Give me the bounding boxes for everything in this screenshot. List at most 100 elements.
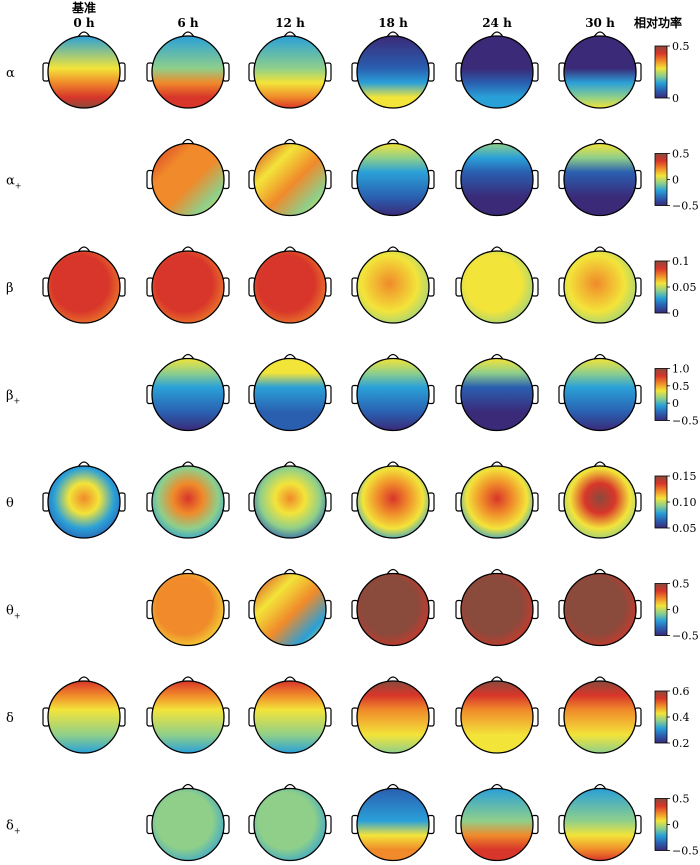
colorbar: 0.50 (654, 40, 690, 105)
scalp-field (460, 465, 534, 539)
topo-head-map (455, 783, 539, 862)
topo-head-map (455, 31, 539, 109)
band-row-2: β 0.1 0.05 0 (6, 246, 697, 324)
topo-head-map (146, 783, 230, 862)
colorbar-scale (654, 260, 668, 314)
topo-head-map (558, 31, 642, 109)
scalp-field (151, 787, 225, 862)
topo-head-map (558, 676, 642, 754)
band-row-1: α+ 0.5 0 −0.5 (6, 138, 699, 217)
topo-head-map (248, 783, 332, 862)
scalp-field (253, 357, 327, 432)
column-header-2: 12 h (275, 16, 305, 30)
topo-head-map (455, 676, 539, 754)
scalp-field (563, 680, 637, 754)
colorbar-tick-label: 0.5 (672, 40, 690, 53)
colorbar-tick-label: 0.05 (672, 281, 697, 294)
colorbar-tick-label: 0.5 (672, 380, 690, 393)
topo-head-map (248, 246, 332, 324)
topo-head-map (248, 31, 332, 109)
colorbar: 0.5 0 −0.5 (654, 793, 699, 858)
scalp-field (47, 465, 121, 539)
scalp-field (563, 142, 637, 217)
colorbar-tick-label: 0.5 (672, 148, 690, 161)
colorbar-tick-label: 0.1 (672, 255, 690, 268)
topo-head-map (146, 461, 230, 539)
scalp-field (151, 35, 225, 109)
topo-head-map (351, 138, 435, 217)
scalp-field (460, 357, 534, 432)
scalp-field (253, 572, 327, 647)
colorbar-scale (654, 153, 668, 206)
scalp-field (253, 142, 327, 217)
scalp-field (460, 142, 534, 217)
scalp-field (47, 680, 121, 754)
colorbar-tick-label: −0.5 (672, 845, 699, 858)
topo-head-map (558, 783, 642, 862)
colorbar-tick-label: 0 (672, 307, 679, 320)
colorbar-tick-label: 0.5 (672, 793, 690, 806)
colorbar-tick-label: 0.2 (672, 737, 690, 750)
colorbar-tick-label: 0 (672, 174, 679, 187)
scalp-field (356, 787, 430, 862)
scalp-field (151, 142, 225, 217)
band-subscript: + (14, 827, 21, 836)
scalp-field (151, 572, 225, 647)
band-label: α+ (6, 174, 21, 191)
topo-head-map (351, 31, 435, 109)
band-row-3: β+ 1.0 0.5 0 −0.5 (6, 353, 699, 432)
scalp-field (356, 35, 430, 109)
topo-head-map (558, 568, 642, 647)
band-label: θ+ (6, 604, 21, 621)
scalp-field (563, 787, 637, 862)
colorbar-tick-label: 0.5 (672, 578, 690, 591)
band-label: α (6, 66, 15, 81)
colorbar-tick-label: −0.5 (672, 630, 699, 643)
topo-head-map (248, 353, 332, 432)
topo-head-map (146, 138, 230, 217)
colorbar-scale (654, 475, 668, 529)
colorbar-scale (654, 583, 668, 636)
topo-head-map (351, 676, 435, 754)
scalp-field (563, 250, 637, 324)
colorbar-title: 相对功率 (634, 15, 682, 30)
topo-head-map (248, 568, 332, 647)
scalp-field (47, 35, 121, 109)
band-label: δ (6, 711, 14, 726)
scalp-field (151, 465, 225, 539)
band-subscript: + (15, 182, 22, 191)
band-row-0: α 0.50 (6, 31, 690, 109)
colorbar: 1.0 0.5 0 −0.5 (654, 363, 699, 428)
column-header-3: 18 h (378, 16, 408, 30)
scalp-field (253, 35, 327, 109)
scalp-field (563, 465, 637, 539)
band-label: θ (6, 496, 14, 511)
colorbar-tick-label: 0.10 (672, 496, 697, 509)
topo-head-map (455, 461, 539, 539)
topo-head-map (455, 246, 539, 324)
topo-head-map (558, 353, 642, 432)
topomap-grid: α0.50α+0.50−0.5β0.10.050β+1.00.50−0.5θ0.… (6, 31, 699, 862)
topo-head-map (351, 461, 435, 539)
scalp-field (151, 357, 225, 432)
topo-head-map (351, 568, 435, 647)
scalp-field (460, 250, 534, 324)
colorbar-tick-label: 1.0 (672, 363, 690, 376)
topo-head-map (455, 138, 539, 217)
topo-head-map (146, 246, 230, 324)
colorbar-tick-label: −0.5 (672, 415, 699, 428)
scalp-field (151, 680, 225, 754)
colorbar: 0.1 0.05 0 (654, 255, 697, 320)
colorbar: 0.15 0.10 0.05 (654, 470, 697, 535)
scalp-field (563, 357, 637, 432)
colorbar-tick-label: 0.6 (672, 685, 690, 698)
scalp-field (253, 680, 327, 754)
topo-head-map (146, 568, 230, 647)
topo-head-map (558, 138, 642, 217)
scalp-field (253, 465, 327, 539)
band-label: β+ (6, 389, 20, 406)
scalp-field (460, 787, 534, 862)
band-row-4: θ 0.15 0.10 0.05 (6, 461, 697, 539)
topo-head-map (42, 676, 126, 754)
